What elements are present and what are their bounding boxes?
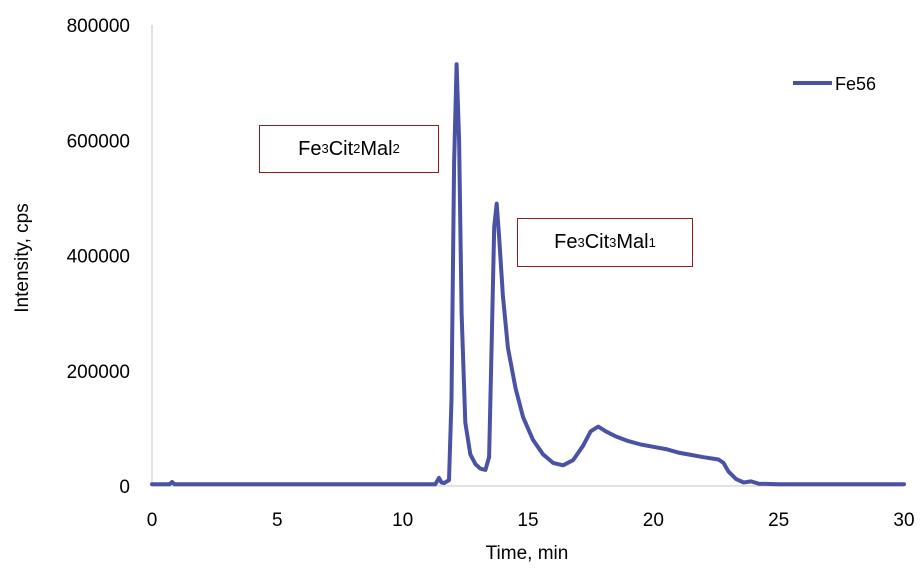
annotation-text: Fe [298, 137, 322, 160]
tick-labels: 0 5 10 15 20 25 30 0 200000 400000 600000 800000 [67, 16, 915, 531]
series-line-fe56 [150, 62, 906, 487]
y-tick-label: 600000 [67, 131, 130, 152]
y-tick-label: 400000 [67, 247, 130, 268]
annotation-text: Fe [554, 231, 578, 253]
legend-label: Fe56 [835, 74, 876, 94]
y-tick-label: 0 [119, 477, 130, 498]
annotation-text: Mal [616, 231, 649, 253]
annotation-text: Mal [360, 137, 393, 160]
legend: Fe56 [793, 74, 876, 94]
y-tick-label: 200000 [67, 362, 130, 383]
x-tick-label: 15 [517, 510, 538, 531]
y-tick-label: 800000 [67, 16, 130, 37]
series-group [150, 62, 906, 487]
x-tick-label: 10 [392, 510, 413, 531]
annotation-peak-1: Fe 3 Cit 2 Mal 2 [259, 125, 439, 173]
x-tick-label: 5 [272, 510, 283, 531]
y-axis-title: Intensity, cps [12, 203, 33, 312]
x-tick-label: 20 [643, 510, 664, 531]
annotation-peak-2: Fe 3 Cit 3 Mal 1 [517, 218, 693, 267]
x-tick-label: 25 [768, 510, 789, 531]
annotation-text: Cit [584, 231, 610, 253]
x-tick-label: 0 [147, 510, 158, 531]
x-axis-title: Time, min [486, 543, 569, 564]
annotation-text: Cit [328, 137, 354, 160]
x-tick-label: 30 [893, 510, 914, 531]
